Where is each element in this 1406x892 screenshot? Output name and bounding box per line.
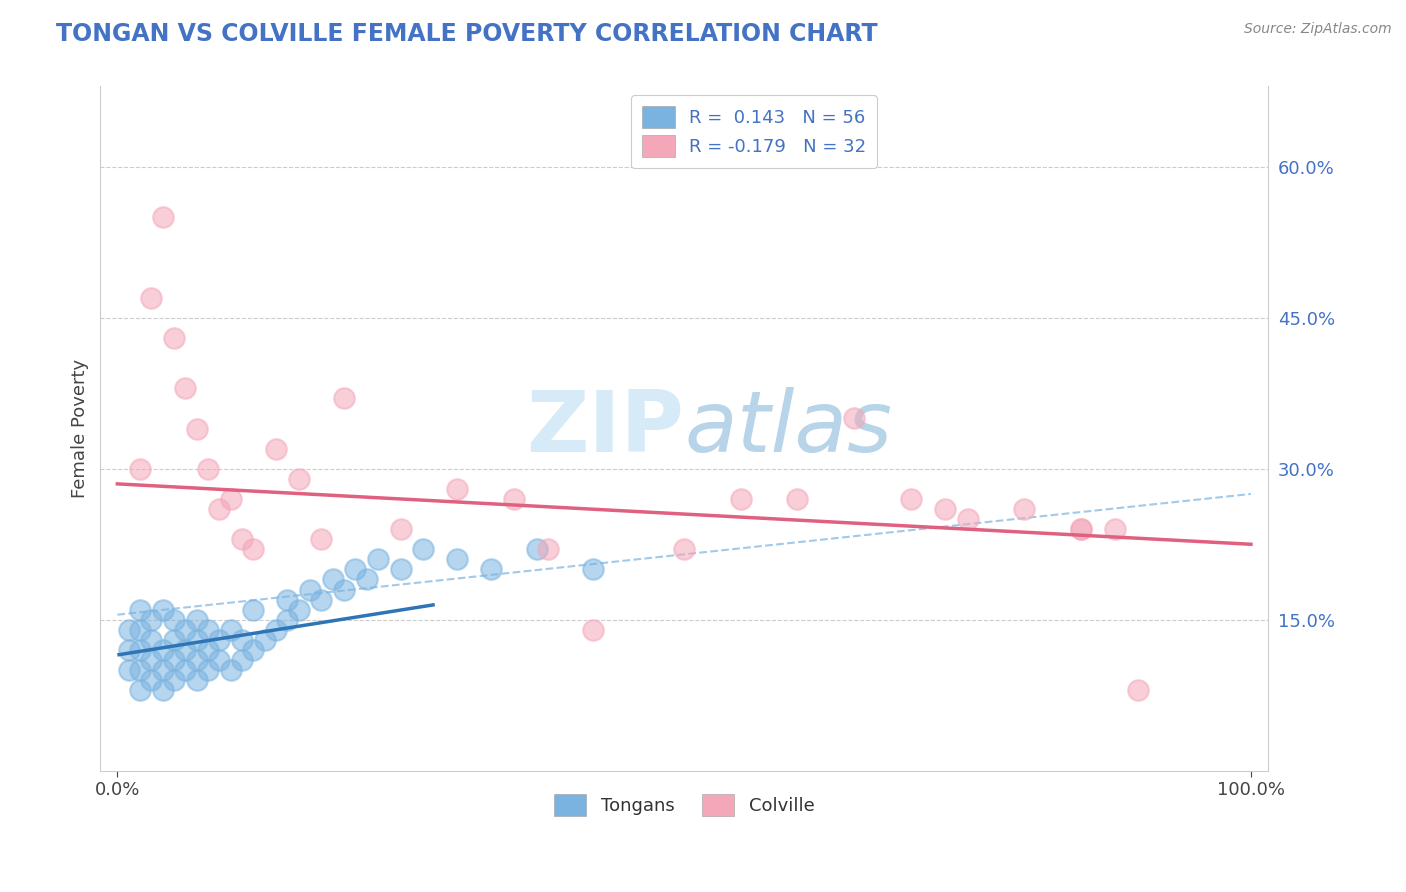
Point xyxy=(276,613,298,627)
Point xyxy=(197,623,219,637)
Point xyxy=(186,653,208,667)
Point xyxy=(141,613,163,627)
Point xyxy=(356,573,378,587)
Point xyxy=(186,632,208,647)
Point xyxy=(1126,683,1149,698)
Point xyxy=(129,602,152,616)
Text: atlas: atlas xyxy=(685,387,893,470)
Point xyxy=(344,562,367,576)
Point xyxy=(163,613,186,627)
Point xyxy=(582,562,605,576)
Point xyxy=(163,673,186,687)
Point xyxy=(174,381,197,395)
Point xyxy=(197,663,219,677)
Point xyxy=(141,291,163,305)
Point xyxy=(299,582,322,597)
Point xyxy=(197,643,219,657)
Point xyxy=(503,491,526,506)
Point xyxy=(389,562,412,576)
Point xyxy=(129,663,152,677)
Point xyxy=(537,542,560,557)
Point xyxy=(152,683,174,698)
Point xyxy=(152,210,174,224)
Point xyxy=(1104,522,1126,536)
Point xyxy=(412,542,434,557)
Point xyxy=(219,491,242,506)
Point xyxy=(174,623,197,637)
Point xyxy=(118,643,141,657)
Point xyxy=(208,653,231,667)
Y-axis label: Female Poverty: Female Poverty xyxy=(72,359,89,498)
Point xyxy=(956,512,979,526)
Point xyxy=(1070,522,1092,536)
Point xyxy=(1012,502,1035,516)
Point xyxy=(276,592,298,607)
Point xyxy=(311,592,333,607)
Point xyxy=(118,663,141,677)
Point xyxy=(118,623,141,637)
Point xyxy=(231,653,253,667)
Point xyxy=(219,663,242,677)
Point xyxy=(786,491,808,506)
Point xyxy=(481,562,503,576)
Point xyxy=(253,632,276,647)
Point xyxy=(141,673,163,687)
Point xyxy=(152,643,174,657)
Point xyxy=(333,582,356,597)
Point xyxy=(163,653,186,667)
Point xyxy=(446,552,468,566)
Point xyxy=(129,643,152,657)
Text: TONGAN VS COLVILLE FEMALE POVERTY CORRELATION CHART: TONGAN VS COLVILLE FEMALE POVERTY CORREL… xyxy=(56,22,877,46)
Legend: Tongans, Colville: Tongans, Colville xyxy=(547,787,821,823)
Point xyxy=(900,491,922,506)
Point xyxy=(141,653,163,667)
Point xyxy=(333,392,356,406)
Point xyxy=(264,442,287,456)
Point xyxy=(186,673,208,687)
Point xyxy=(163,331,186,345)
Point xyxy=(844,411,866,425)
Point xyxy=(208,632,231,647)
Point xyxy=(186,613,208,627)
Point xyxy=(231,533,253,547)
Point xyxy=(446,482,468,496)
Point xyxy=(389,522,412,536)
Point xyxy=(186,421,208,435)
Point xyxy=(208,502,231,516)
Point xyxy=(582,623,605,637)
Point xyxy=(141,632,163,647)
Point xyxy=(163,632,186,647)
Point xyxy=(129,683,152,698)
Point xyxy=(287,472,309,486)
Point xyxy=(152,602,174,616)
Point xyxy=(526,542,548,557)
Point xyxy=(322,573,344,587)
Point xyxy=(129,462,152,476)
Point xyxy=(934,502,956,516)
Point xyxy=(152,663,174,677)
Point xyxy=(174,663,197,677)
Point xyxy=(242,643,264,657)
Point xyxy=(219,623,242,637)
Point xyxy=(730,491,752,506)
Point xyxy=(264,623,287,637)
Point xyxy=(311,533,333,547)
Point xyxy=(673,542,696,557)
Point xyxy=(1070,522,1092,536)
Text: Source: ZipAtlas.com: Source: ZipAtlas.com xyxy=(1244,22,1392,37)
Point xyxy=(367,552,389,566)
Point xyxy=(231,632,253,647)
Point xyxy=(242,602,264,616)
Point xyxy=(242,542,264,557)
Text: ZIP: ZIP xyxy=(526,387,685,470)
Point xyxy=(197,462,219,476)
Point xyxy=(174,643,197,657)
Point xyxy=(287,602,309,616)
Point xyxy=(129,623,152,637)
